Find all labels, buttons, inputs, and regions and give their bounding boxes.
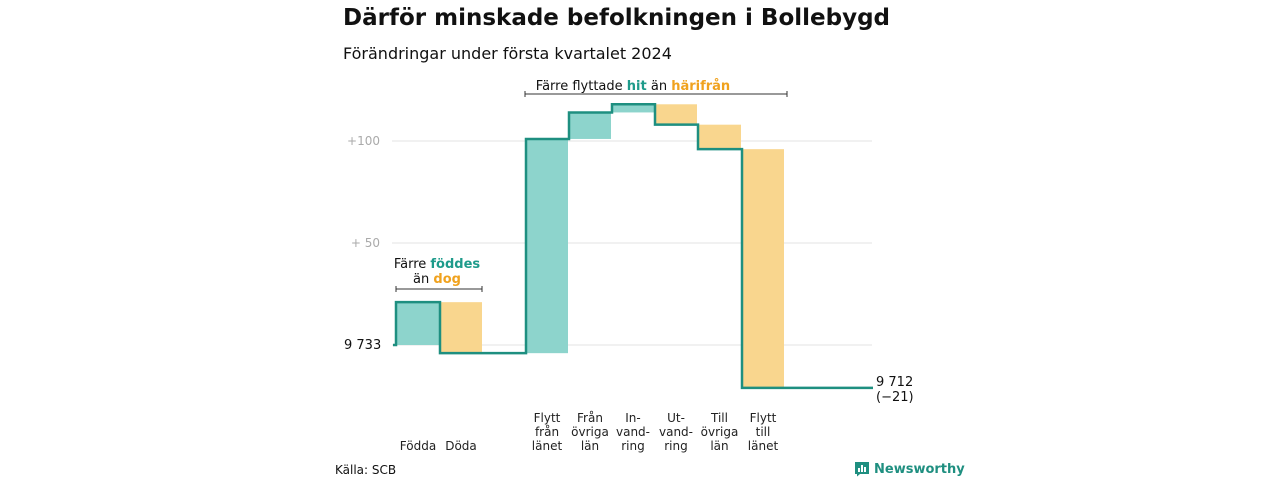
x-tick-label: övriga (701, 425, 739, 439)
x-tick-label: ring (621, 439, 645, 453)
x-tick-label: Födda (400, 439, 436, 453)
annotation-text: Färre föddes (394, 257, 481, 272)
y-tick-label: +100 (347, 134, 380, 148)
waterfall-bar (526, 138, 568, 354)
x-tick-label: Från (577, 411, 603, 425)
chart-title: Därför minskade befolkningen i Bollebygd (343, 5, 891, 31)
x-tick-label: länet (748, 439, 779, 453)
annotation-fragment: härifrån (671, 79, 730, 94)
x-tick-label: vand- (616, 425, 650, 439)
x-tick-label: Ut- (667, 411, 685, 425)
annotation-text: än dog (413, 272, 461, 287)
waterfall-bar (742, 149, 784, 388)
x-tick-label: till (756, 425, 771, 439)
annotation-fragment: Färre (394, 257, 431, 272)
waterfall-bar (655, 104, 697, 125)
x-tick-label: länet (532, 439, 563, 453)
x-tick-label: övriga (571, 425, 609, 439)
waterfall-bar (569, 112, 611, 139)
annotation-fragment: hit (627, 79, 647, 94)
end-value-label: 9 712 (876, 375, 913, 390)
annotation-fragment: dog (433, 272, 461, 287)
step-line (393, 103, 873, 390)
waterfall-bar (612, 104, 654, 113)
y-tick-label: + 50 (351, 236, 380, 250)
annotation-fragment: än (413, 272, 433, 287)
start-value-label: 9 733 (344, 338, 381, 353)
annotation-text: Färre flyttade hit än härifrån (536, 79, 730, 94)
waterfall-bar (698, 124, 741, 150)
brand-name: Newsworthy (874, 461, 965, 477)
end-change-label: (−21) (876, 390, 914, 405)
x-tick-label: ring (664, 439, 688, 453)
x-tick-label: In- (625, 411, 640, 425)
x-tick-label: Döda (445, 439, 477, 453)
x-tick-label: län (581, 439, 599, 453)
x-tick-label: Till (710, 411, 728, 425)
brand-logo: Newsworthy (854, 461, 965, 477)
x-tick-label: län (710, 439, 728, 453)
waterfall-bar (440, 302, 482, 354)
x-tick-label: från (535, 425, 559, 439)
x-tick-label: Flytt (750, 411, 777, 425)
bar-chart-logo-icon (855, 462, 869, 477)
x-tick-label: vand- (659, 425, 693, 439)
source-label: Källa: SCB (335, 463, 397, 477)
annotation-fragment: Färre flyttade (536, 79, 627, 94)
annotation-fragment: än (647, 79, 671, 94)
chart-subtitle: Förändringar under första kvartalet 2024 (343, 44, 672, 63)
x-tick-label: Flytt (534, 411, 561, 425)
annotation-fragment: föddes (430, 257, 480, 272)
waterfall-bar (396, 302, 440, 345)
